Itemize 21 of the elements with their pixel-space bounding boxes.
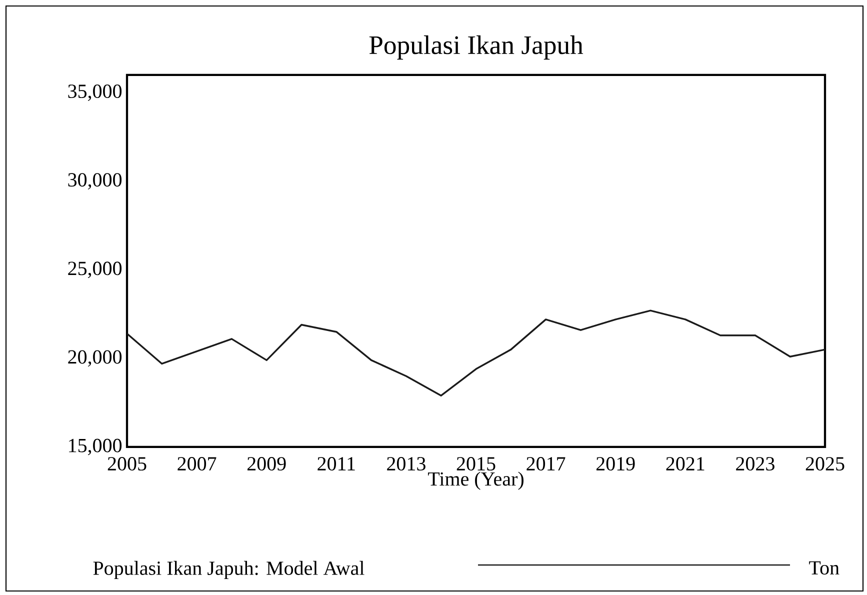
x-tick-label: 2007	[178, 457, 216, 471]
y-tick-label: 35,000	[68, 84, 122, 101]
x-tick-label: 2025	[806, 457, 844, 471]
x-tick-label: 2017	[526, 457, 566, 471]
x-tick-label: 2023	[736, 457, 774, 471]
y-tick-label: 30,000	[68, 173, 122, 190]
x-tick-label: 2009	[247, 457, 286, 471]
x-tick-label: 2021	[666, 457, 704, 471]
x-tick-label: 2011	[318, 457, 355, 471]
x-tick-label: 2005	[108, 457, 146, 471]
y-tick-label: 20,000	[68, 350, 122, 367]
line-series	[127, 310, 825, 396]
text: Ton	[809, 561, 840, 575]
chart-title: Populasi Ikan Japuh	[369, 35, 584, 60]
x-tick-label: 2013	[387, 457, 426, 471]
y-tick-label: 25,000	[68, 262, 122, 278]
x-tick-label: 2015	[456, 457, 496, 471]
x-tick-label: 2019	[596, 457, 635, 471]
text: Populasi Ikan Japuh: Model Awal	[93, 560, 364, 580]
y-tick-label: 15,000	[69, 438, 122, 456]
x-axis-title: Time (Year)	[428, 472, 524, 490]
